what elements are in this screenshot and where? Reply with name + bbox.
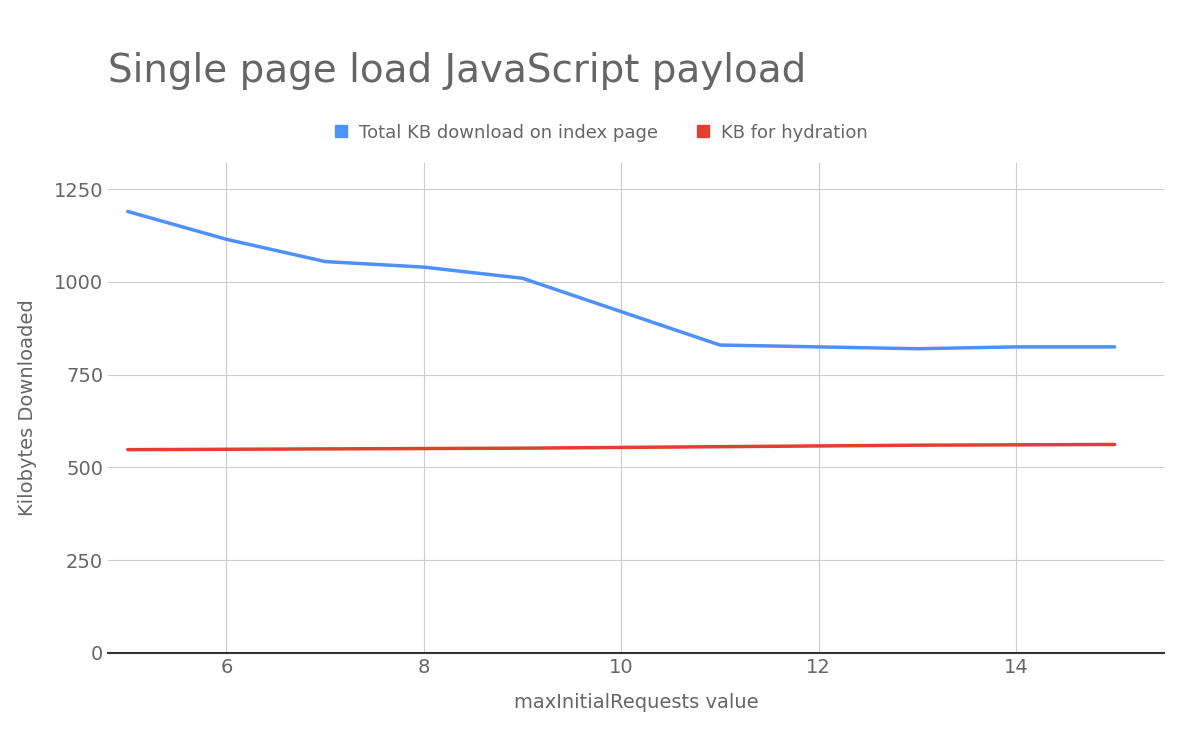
KB for hydration [515, 444, 529, 453]
Total KB download on index page [713, 341, 727, 349]
Total KB download on index page [1009, 342, 1024, 351]
KB for hydration [811, 441, 826, 450]
Total KB download on index page [614, 307, 629, 316]
Total KB download on index page [1108, 342, 1122, 351]
Line: KB for hydration: KB for hydration [127, 444, 1115, 450]
Total KB download on index page [220, 234, 234, 243]
Legend: Total KB download on index page, KB for hydration: Total KB download on index page, KB for … [325, 116, 875, 149]
Total KB download on index page [120, 207, 134, 216]
KB for hydration [318, 444, 332, 453]
Total KB download on index page [318, 257, 332, 266]
Total KB download on index page [811, 342, 826, 351]
KB for hydration [416, 444, 431, 453]
Y-axis label: Kilobytes Downloaded: Kilobytes Downloaded [18, 300, 37, 516]
X-axis label: maxInitialRequests value: maxInitialRequests value [514, 694, 758, 712]
Text: Single page load JavaScript payload: Single page load JavaScript payload [108, 52, 806, 90]
Total KB download on index page [910, 344, 924, 353]
KB for hydration [910, 441, 924, 450]
KB for hydration [713, 442, 727, 451]
KB for hydration [1108, 440, 1122, 449]
KB for hydration [1009, 440, 1024, 449]
Line: Total KB download on index page: Total KB download on index page [127, 211, 1115, 349]
Total KB download on index page [515, 274, 529, 283]
KB for hydration [614, 443, 629, 452]
KB for hydration [220, 444, 234, 453]
KB for hydration [120, 445, 134, 454]
Total KB download on index page [416, 263, 431, 272]
